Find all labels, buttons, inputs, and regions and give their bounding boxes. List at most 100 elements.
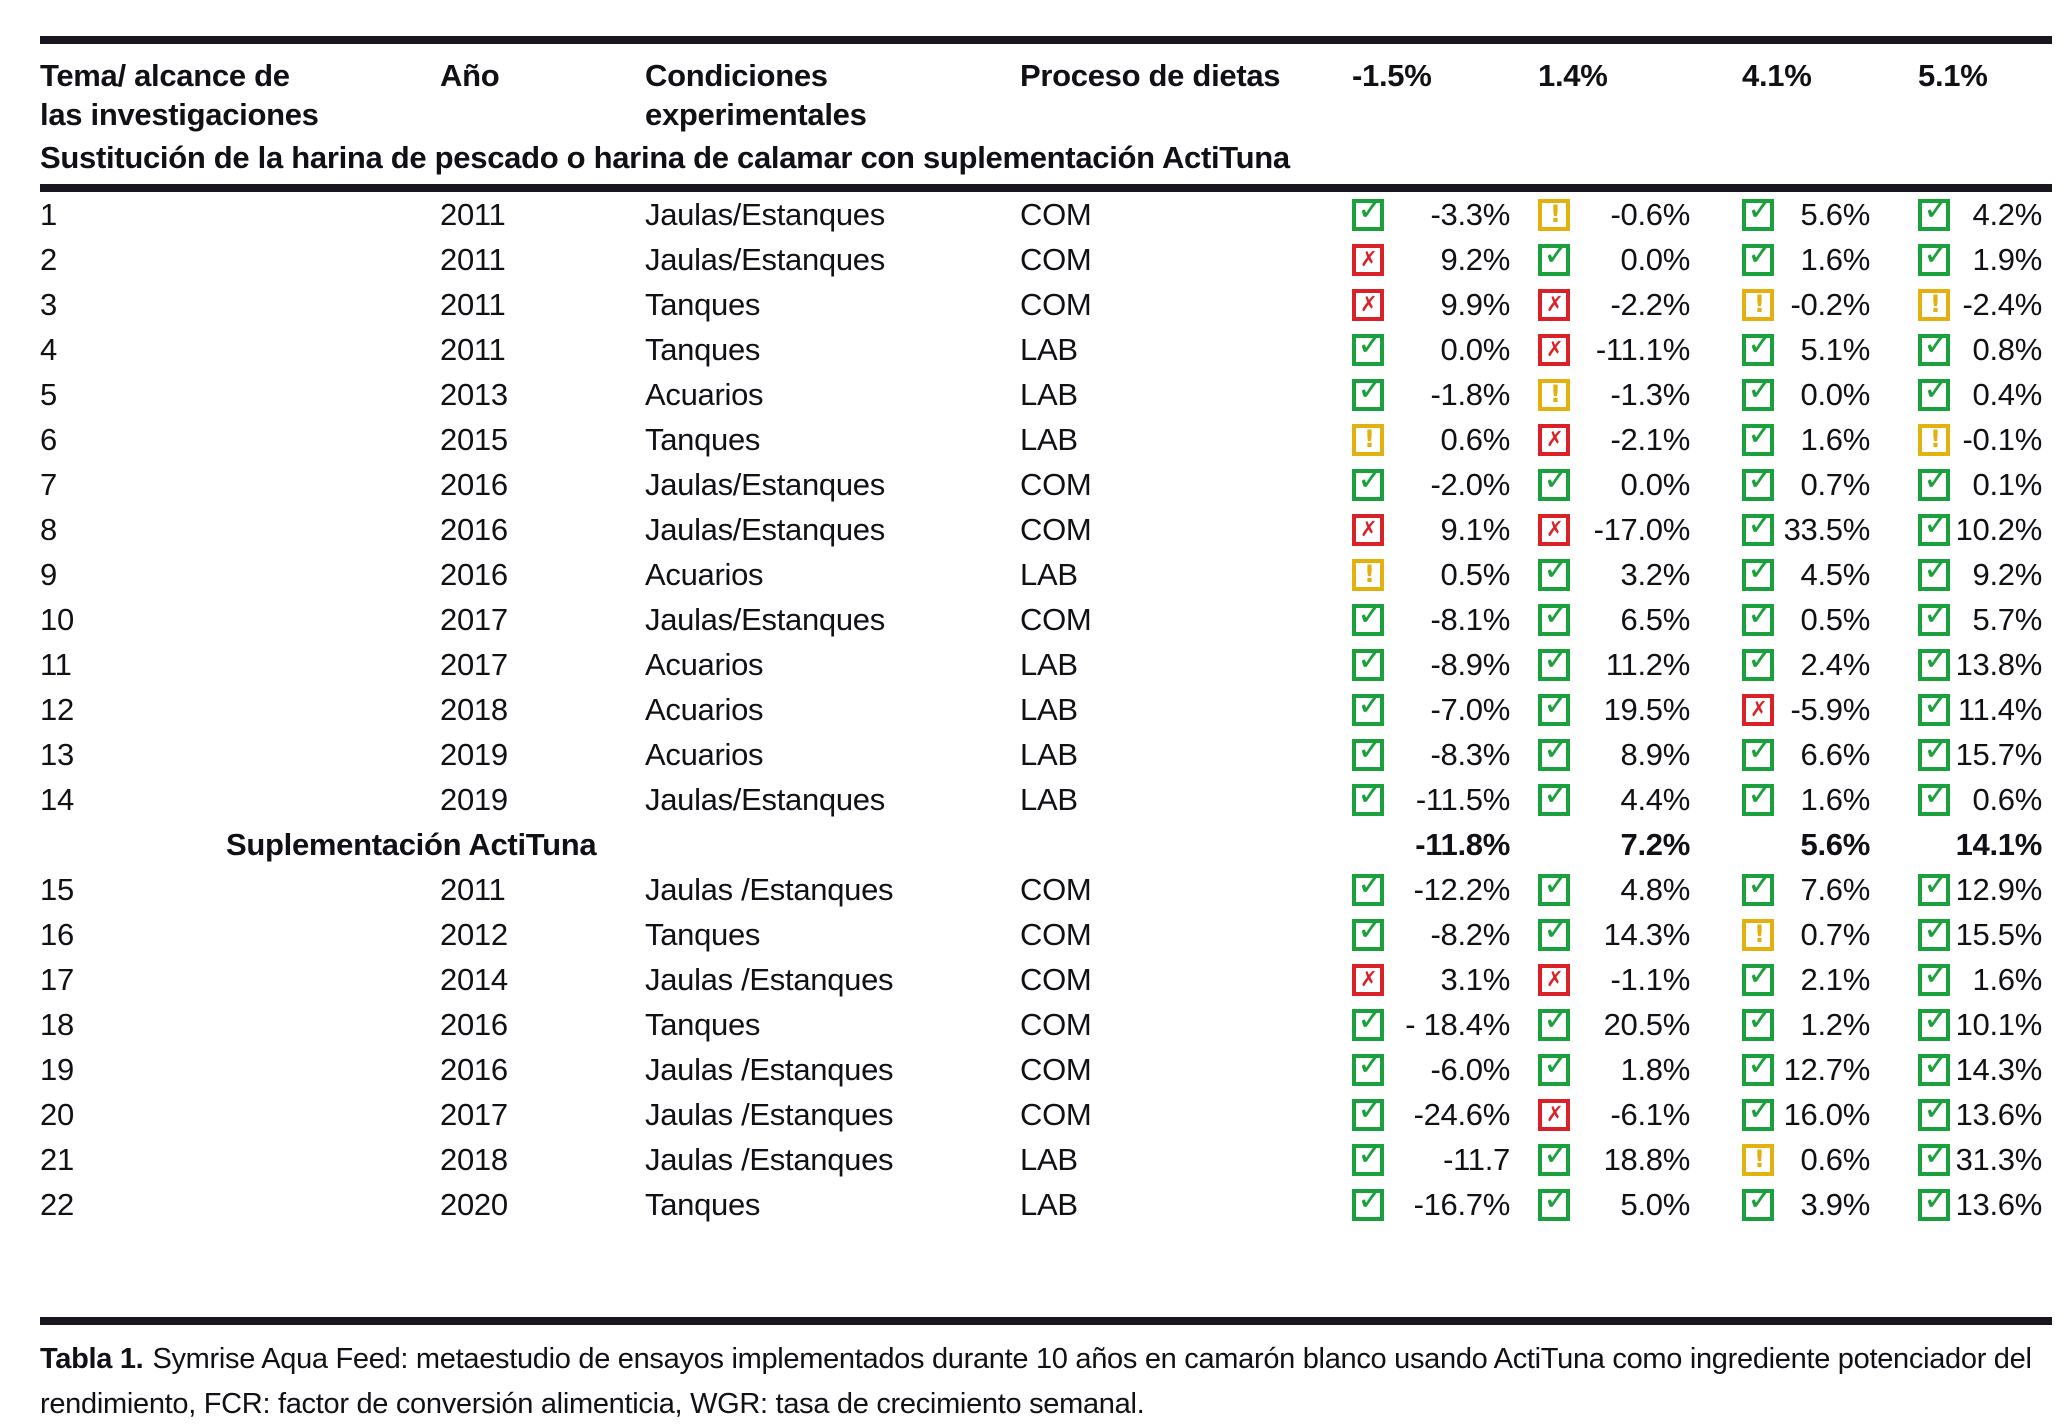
warning-icon: ! (1918, 288, 1950, 321)
row-number: 3 (40, 286, 57, 322)
table-caption: Tabla 1. Symrise Aqua Feed: metaestudio d… (40, 1325, 2052, 1427)
check-icon: ✓ (1918, 1047, 1951, 1086)
result-value: 1.6% (1972, 961, 2043, 997)
row-number: 4 (40, 331, 57, 367)
result-value: 5.1% (1800, 331, 1871, 367)
row-number: 5 (40, 376, 57, 412)
result-cell: ✓ 6.6% (1700, 732, 1880, 773)
result-value: 9.1% (1440, 511, 1511, 547)
check-icon: ✓ (1742, 867, 1775, 906)
status-glyph: ✓ (1747, 233, 1775, 273)
warning-icon: ! (1352, 423, 1384, 456)
subtotal-value: 5.6% (1800, 826, 1871, 862)
table-row: 5 2013 Acuarios LAB ✓ -1.8%! -1.3% ✓ 0.0% ✓ 0.4% (40, 372, 2052, 417)
year-cell: 2016 (440, 1051, 508, 1087)
result-cell: ✓ 13.6% (1880, 1182, 2052, 1223)
status-glyph: ✗ (1360, 516, 1378, 541)
status-glyph: ✓ (1357, 1043, 1385, 1083)
result-value: -11.7 (1443, 1141, 1510, 1177)
conditions-cell: Tanques (645, 286, 761, 322)
result-cell: ✓ 1.9% (1880, 237, 2052, 278)
result-cell: ✓ 12.9% (1880, 867, 2052, 908)
year-cell: 2011 (440, 331, 506, 367)
result-value: 4.8% (1620, 871, 1691, 907)
status-glyph: ✓ (1747, 773, 1775, 813)
result-cell: ✓ 2.1% (1700, 957, 1880, 998)
result-cell: ✓ 10.1% (1880, 1002, 2052, 1043)
result-value: 0.8% (1972, 331, 2043, 367)
status-glyph: ✓ (1747, 728, 1775, 768)
year-cell: 2017 (440, 601, 508, 637)
diet-process-cell: COM (1020, 511, 1092, 547)
result-cell: ✓ 0.5% (1700, 597, 1880, 638)
result-cell: ✓ 11.4% (1880, 687, 2052, 728)
conditions-cell: Jaulas/Estanques (645, 196, 885, 232)
result-value: -2.0% (1430, 466, 1511, 502)
check-icon: ✓ (1352, 597, 1385, 636)
result-cell: ✓ 15.5% (1880, 912, 2052, 953)
result-cell: ! 0.5% (1340, 557, 1520, 593)
status-glyph: ✓ (1543, 908, 1571, 948)
status-glyph: ✓ (1923, 638, 1951, 678)
status-glyph: ✓ (1923, 188, 1951, 228)
result-cell: ✓ 19.5% (1520, 687, 1700, 728)
status-glyph: ✓ (1543, 773, 1571, 813)
row-number: 22 (40, 1186, 74, 1222)
result-value: -1.1% (1610, 961, 1691, 997)
result-value: 0.6% (1440, 421, 1511, 457)
result-value: 1.9% (1972, 241, 2043, 277)
status-glyph: ✓ (1923, 728, 1951, 768)
status-glyph: ✓ (1923, 458, 1951, 498)
result-cell: ✓ 2.4% (1700, 642, 1880, 683)
check-icon: ✓ (1538, 1002, 1571, 1041)
conditions-cell: Acuarios (645, 376, 764, 412)
year-cell: 2019 (440, 781, 508, 817)
check-icon: ✓ (1352, 462, 1385, 501)
result-value: 14.3% (1955, 1051, 2043, 1087)
result-value: 0.6% (1800, 1141, 1871, 1177)
conditions-cell: Tanques (645, 1006, 761, 1042)
result-cell: ✓ - 18.4% (1340, 1002, 1520, 1043)
result-value: -2.4% (1962, 286, 2043, 322)
column-header: 1.4% (1538, 58, 1608, 93)
result-value: 13.6% (1955, 1096, 2043, 1132)
table-row: 11 2017 Acuarios LAB ✓ -8.9% ✓ 11.2% ✓ 2.4% ✓ 13.8% (40, 642, 2052, 687)
row-number: 8 (40, 511, 57, 547)
result-value: -0.1% (1962, 421, 2043, 457)
result-cell: ✓ -8.9% (1340, 642, 1520, 683)
result-cell: ✓ -8.3% (1340, 732, 1520, 773)
result-cell: ! 0.6% (1700, 1142, 1880, 1178)
year-cell: 2020 (440, 1186, 508, 1222)
status-glyph: ✓ (1357, 368, 1385, 408)
check-icon: ✓ (1538, 1137, 1571, 1176)
result-value: 1.6% (1800, 781, 1871, 817)
diet-process-cell: LAB (1020, 556, 1078, 592)
diet-process-cell: COM (1020, 1096, 1092, 1132)
check-icon: ✓ (1352, 642, 1385, 681)
result-value: 31.3% (1955, 1141, 2043, 1177)
result-cell: ✓ 5.0% (1520, 1182, 1700, 1223)
result-value: 20.5% (1603, 1006, 1691, 1042)
row-number: 16 (40, 916, 74, 952)
conditions-cell: Acuarios (645, 556, 764, 592)
row-number: 11 (40, 646, 72, 682)
warning-icon: ! (1538, 198, 1570, 231)
check-icon: ✓ (1742, 552, 1775, 591)
table-row: 4 2011 Tanques LAB ✓ 0.0% ✗ -11.1% ✓ 5.1% ✓ 0.8% (40, 327, 2052, 372)
status-glyph: ✓ (1923, 368, 1951, 408)
year-cell: 2017 (440, 646, 508, 682)
subtotal-value: 14.1% (1955, 826, 2043, 862)
year-cell: 2011 (440, 196, 506, 232)
check-icon: ✓ (1742, 1002, 1775, 1041)
table-row: 17 2014 Jaulas /Estanques COM ✗ 3.1% ✗ -1.1% ✓ 2.… (40, 957, 2052, 1002)
table-row: 9 2016 Acuarios LAB! 0.5% ✓ 3.2% ✓ 4.5% ✓ 9.2% (40, 552, 2052, 597)
check-icon: ✓ (1352, 912, 1385, 951)
status-glyph: ! (1364, 559, 1375, 588)
check-icon: ✓ (1742, 237, 1775, 276)
status-glyph: ✗ (1546, 336, 1564, 361)
table-row: 22 2020 Tanques LAB ✓ -16.7% ✓ 5.0% ✓ 3.9% ✓ 13.6% (40, 1182, 2052, 1227)
result-cell: ✓ 20.5% (1520, 1002, 1700, 1043)
check-icon: ✓ (1742, 1092, 1775, 1131)
diet-process-cell: LAB (1020, 736, 1078, 772)
diet-process-cell: COM (1020, 196, 1092, 232)
